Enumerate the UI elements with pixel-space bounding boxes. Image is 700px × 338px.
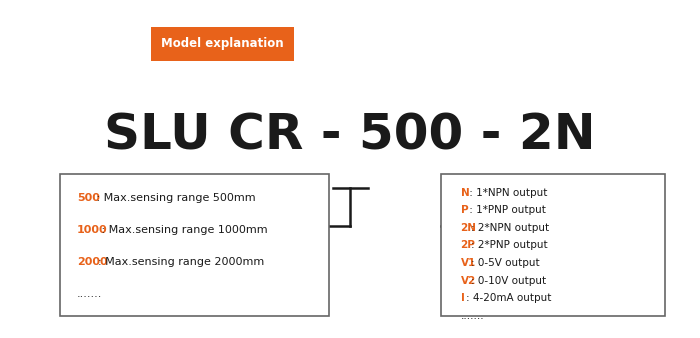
- Text: 2N: 2N: [461, 223, 477, 233]
- Text: .......: .......: [77, 289, 102, 299]
- Text: V1: V1: [461, 258, 476, 268]
- Text: SLU CR - 500 - 2N: SLU CR - 500 - 2N: [104, 111, 596, 159]
- Text: 2000: 2000: [77, 257, 108, 267]
- Text: Model explanation: Model explanation: [161, 38, 284, 50]
- Text: P: P: [461, 205, 468, 215]
- Text: V2: V2: [461, 275, 476, 286]
- FancyBboxPatch shape: [60, 174, 329, 316]
- Text: : 0-10V output: : 0-10V output: [470, 275, 546, 286]
- Text: : Max.sensing range 2000mm: : Max.sensing range 2000mm: [98, 257, 265, 267]
- Text: : Max.sensing range 1000mm: : Max.sensing range 1000mm: [98, 225, 267, 235]
- Text: I: I: [461, 293, 465, 303]
- Text: N: N: [461, 188, 469, 198]
- FancyBboxPatch shape: [150, 27, 294, 61]
- Text: 1000: 1000: [77, 225, 108, 235]
- Text: : Max.sensing range 500mm: : Max.sensing range 500mm: [92, 193, 256, 203]
- Text: : 0-5V output: : 0-5V output: [470, 258, 539, 268]
- Text: : 1*NPN output: : 1*NPN output: [466, 188, 547, 198]
- Text: 2P: 2P: [461, 240, 475, 250]
- FancyBboxPatch shape: [441, 174, 665, 316]
- Text: : 2*PNP output: : 2*PNP output: [470, 240, 547, 250]
- Text: 500: 500: [77, 193, 100, 203]
- Text: : 2*NPN output: : 2*NPN output: [470, 223, 549, 233]
- Text: .......: .......: [461, 311, 484, 321]
- Text: : 4-20mA output: : 4-20mA output: [466, 293, 551, 303]
- Text: : 1*PNP output: : 1*PNP output: [466, 205, 545, 215]
